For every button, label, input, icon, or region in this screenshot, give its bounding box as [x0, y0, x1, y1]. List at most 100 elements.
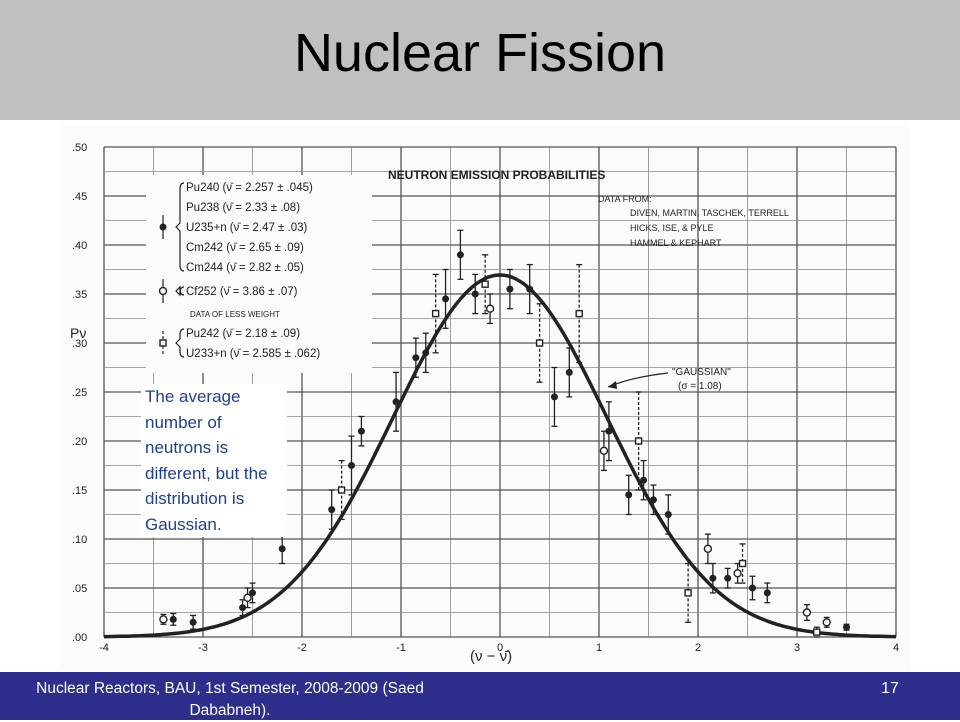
source-line-1: DATA FROM:: [598, 194, 652, 204]
data-point-filled-circle: [442, 295, 450, 303]
data-point-open-square: [634, 437, 643, 445]
legend-entry: Cm242 (ν̄ = 2.65 ± .09): [186, 242, 304, 254]
data-point-filled-circle: [422, 349, 430, 357]
axis-ticks: .00 .05 .10 .15 .20 .25 .30 .35 .40 .45 .50 -4 -3 -2 -…: [72, 142, 899, 654]
y-tick-label: .45: [72, 191, 87, 203]
y-tick-label: .30: [72, 338, 87, 350]
data-point-filled-circle: [239, 604, 247, 612]
legend: Pu240 (ν̄ = 2.257 ± .045) Pu238 (ν̄ = 2.3…: [146, 175, 372, 373]
legend-brace: [175, 182, 185, 272]
data-point-filled-circle: [724, 574, 732, 582]
source-line-3: HICKS, ISE, & PYLE: [630, 223, 714, 233]
y-tick-label: .15: [72, 485, 87, 497]
x-tick-label: 3: [794, 642, 800, 654]
data-point-open-circle: [733, 569, 742, 578]
y-tick-label: .10: [72, 534, 87, 546]
legend-entry: Cf252 (ν̄ = 3.86 ± .07): [186, 286, 298, 298]
data-point-filled-circle: [640, 476, 648, 484]
data-point-filled-circle: [625, 491, 633, 499]
data-point-filled-circle: [664, 511, 672, 518]
legend-entry: Cm244 (ν̄ = 2.82 ± .05): [186, 262, 304, 274]
x-tick-label: -3: [198, 642, 208, 654]
data-point-open-circle: [159, 615, 168, 624]
emission-chart: .00 .05 .10 .15 .20 .25 .30 .35 .40 .45 .50 -4 -3 -2 -…: [70, 142, 899, 665]
x-tick-label: 2: [695, 642, 701, 654]
legend-entry: Pu242 (ν̄ = 2.18 ± .09): [186, 328, 300, 340]
callout-note: The average number of neutrons is differ…: [141, 384, 287, 537]
data-point-filled-circle: [249, 589, 256, 597]
y-tick-label: .35: [72, 289, 87, 301]
curve-label: "GAUSSIAN": [672, 367, 731, 378]
legend-marker-open-circle: [158, 286, 168, 296]
data-point-filled-circle: [328, 506, 336, 514]
data-point-filled-circle: [605, 427, 613, 435]
data-point-open-square: [535, 339, 544, 347]
x-tick-label: 1: [596, 642, 602, 654]
y-tick-label: .00: [72, 632, 87, 644]
x-tick-label: -2: [297, 642, 307, 654]
data-point-open-square: [684, 589, 692, 597]
footer-bar: [0, 672, 960, 720]
data-point-filled-circle: [550, 393, 558, 401]
legend-background: [146, 175, 372, 373]
y-tick-label: .50: [72, 142, 87, 154]
y-tick-label: .05: [72, 583, 87, 595]
data-point-open-square: [813, 628, 821, 636]
y-tick-label: .20: [72, 436, 87, 448]
data-point-open-square: [575, 309, 583, 318]
x-tick-label: 4: [893, 642, 899, 654]
curve-label-arrowhead: [608, 381, 617, 389]
legend-marker-filled-circle: [159, 223, 167, 231]
page-number: 17: [881, 680, 899, 697]
data-point-filled-circle: [348, 462, 355, 469]
data-point-open-square: [738, 559, 747, 568]
y-axis-label: Pν: [70, 325, 86, 341]
data-point-filled-circle: [526, 285, 534, 293]
data-point-open-square: [481, 280, 489, 288]
legend-brace: [175, 285, 185, 297]
title-bar: [0, 0, 960, 120]
data-point-filled-circle: [278, 545, 286, 553]
legend-entry: Pu240 (ν̄ = 2.257 ± .045): [186, 182, 313, 194]
data-point-open-circle: [822, 618, 831, 627]
data-point-open-square: [431, 309, 440, 318]
data-point-filled-circle: [169, 615, 177, 623]
data-point-filled-circle: [392, 398, 400, 406]
data-point-filled-circle: [649, 496, 657, 504]
legend-entry: U235+n (ν̄ = 2.47 ± .03): [186, 222, 308, 234]
source-line-4: HAMMEL & KEPHART: [630, 238, 722, 248]
data-point-open-circle: [485, 304, 495, 313]
data-points: [159, 229, 850, 638]
chart-title: NEUTRON EMISSION PROBABILITIES: [388, 168, 605, 182]
x-axis-label: (ν − ν̄): [470, 648, 512, 665]
data-point-filled-circle: [357, 427, 365, 435]
data-point-filled-circle: [748, 584, 756, 592]
curve-label-arrow: [607, 372, 669, 388]
x-tick-label: -1: [396, 642, 406, 654]
data-point-filled-circle: [843, 623, 850, 631]
data-point-filled-circle: [763, 589, 771, 597]
gaussian-curve-group: [104, 273, 896, 639]
data-point-open-circle: [703, 544, 713, 553]
chart-figure: .00 .05 .10 .15 .20 .25 .30 .35 .40 .45 .50 -4 -3 -2 -…: [60, 125, 910, 670]
data-point-filled-circle: [709, 574, 717, 582]
legend-header: DATA OF LESS WEIGHT: [190, 310, 280, 319]
footer-text: Nuclear Reactors, BAU, 1st Semester, 200…: [36, 680, 424, 719]
data-point-filled-circle: [471, 290, 479, 298]
data-point-open-circle: [599, 446, 609, 455]
x-tick-label: 0: [497, 642, 503, 654]
y-tick-label: .40: [72, 240, 87, 252]
legend-marker-open-square: [159, 339, 167, 347]
x-tick-label: -4: [99, 642, 109, 654]
legend-entry: U233+n (ν̄ = 2.585 ± .062): [186, 348, 320, 360]
gaussian-curve: [104, 273, 896, 639]
data-point-filled-circle: [456, 251, 464, 259]
data-point-filled-circle: [412, 354, 420, 362]
legend-entry: Pu238 (ν̄ = 2.33 ± .08): [186, 202, 300, 214]
data-point-filled-circle: [506, 285, 514, 293]
data-point-open-circle: [243, 593, 252, 602]
data-point-open-square: [337, 486, 346, 494]
slide-title: Nuclear Fission: [293, 23, 667, 83]
y-tick-label: .25: [72, 387, 87, 399]
data-point-filled-circle: [189, 618, 197, 626]
